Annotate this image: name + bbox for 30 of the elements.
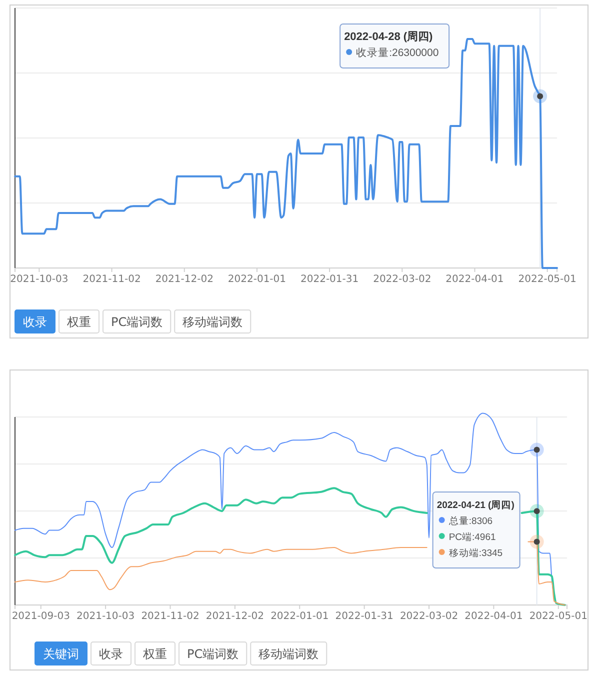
x-tick-label: 2022-03-02 <box>400 611 458 622</box>
x-tick-label: 2022-01-01 <box>270 611 329 622</box>
x-tick-label: 2022-01-01 <box>228 274 286 286</box>
tab-button[interactable]: 收录 <box>90 642 132 666</box>
x-tick-label: 2022-05-01 <box>518 274 576 286</box>
annotation: 2022-04-28 (周四) <box>344 31 434 43</box>
x-tick-label: 2021-10-03 <box>10 274 68 286</box>
annotation: PC端:4961 <box>448 531 496 543</box>
x-tick-label: 2021-10-03 <box>76 611 135 622</box>
x-tick-label: 2022-05-01 <box>529 611 588 622</box>
annotation: 移动端:3345 <box>448 547 503 559</box>
x-tick-label: 2022-04-01 <box>464 611 523 622</box>
tab-button[interactable]: 权重 <box>58 310 100 334</box>
tab-button[interactable]: PC端词数 <box>178 642 248 666</box>
x-tick-label: 2021-11-02 <box>82 274 141 286</box>
tab-button[interactable]: PC端词数 <box>102 310 172 334</box>
x-tick-label: 2021-12-02 <box>206 611 264 622</box>
tab-button[interactable]: 移动端词数 <box>174 310 252 334</box>
tab-button[interactable]: 权重 <box>134 642 176 666</box>
x-tick-label: 2022-01-31 <box>300 274 359 286</box>
tab-button[interactable]: 移动端词数 <box>250 642 328 666</box>
annotation: 总量:8306 <box>448 515 493 527</box>
x-tick-label: 2021-11-02 <box>141 611 200 622</box>
x-tick-label: 2021-09-03 <box>12 611 70 622</box>
annotation: 2022-04-21 (周四) <box>436 499 514 511</box>
x-tick-label: 2022-01-31 <box>335 611 394 622</box>
x-tick-label: 2022-04-01 <box>446 274 504 286</box>
x-tick-label: 2021-12-02 <box>155 274 214 286</box>
x-tick-label: 2022-03-02 <box>373 274 432 286</box>
annotation: 收录量:26300000 <box>356 47 439 59</box>
